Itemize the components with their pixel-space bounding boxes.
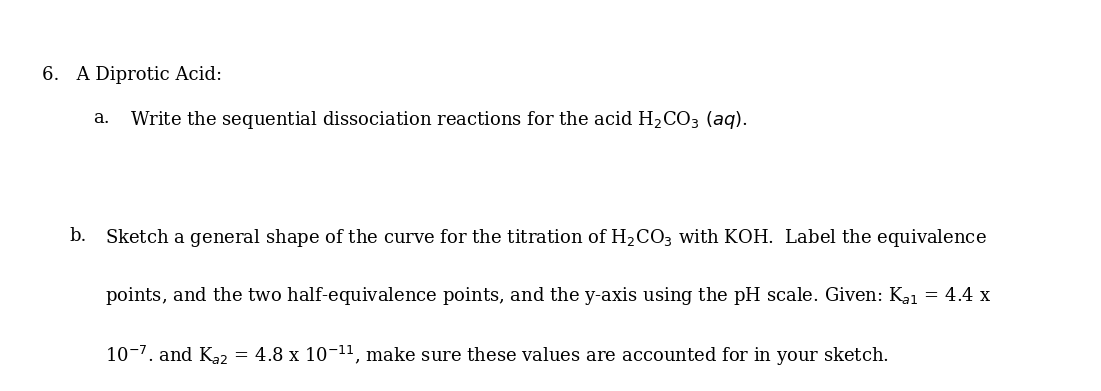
Text: points, and the two half-equivalence points, and the y-axis using the pH scale. : points, and the two half-equivalence poi… xyxy=(105,285,991,307)
Text: Sketch a general shape of the curve for the titration of H$_2$CO$_3$ with KOH.  : Sketch a general shape of the curve for … xyxy=(105,227,986,249)
Text: a.: a. xyxy=(94,109,110,127)
Text: 10$^{-7}$. and K$_{a2}$ = 4.8 x 10$^{-11}$, make sure these values are accounted: 10$^{-7}$. and K$_{a2}$ = 4.8 x 10$^{-11… xyxy=(105,344,889,368)
Text: b.: b. xyxy=(69,227,87,245)
Text: Write the sequential dissociation reactions for the acid H$_2$CO$_3$ $\it{(aq)}$: Write the sequential dissociation reacti… xyxy=(130,109,748,131)
Text: 6.   A Diprotic Acid:: 6. A Diprotic Acid: xyxy=(42,66,222,84)
